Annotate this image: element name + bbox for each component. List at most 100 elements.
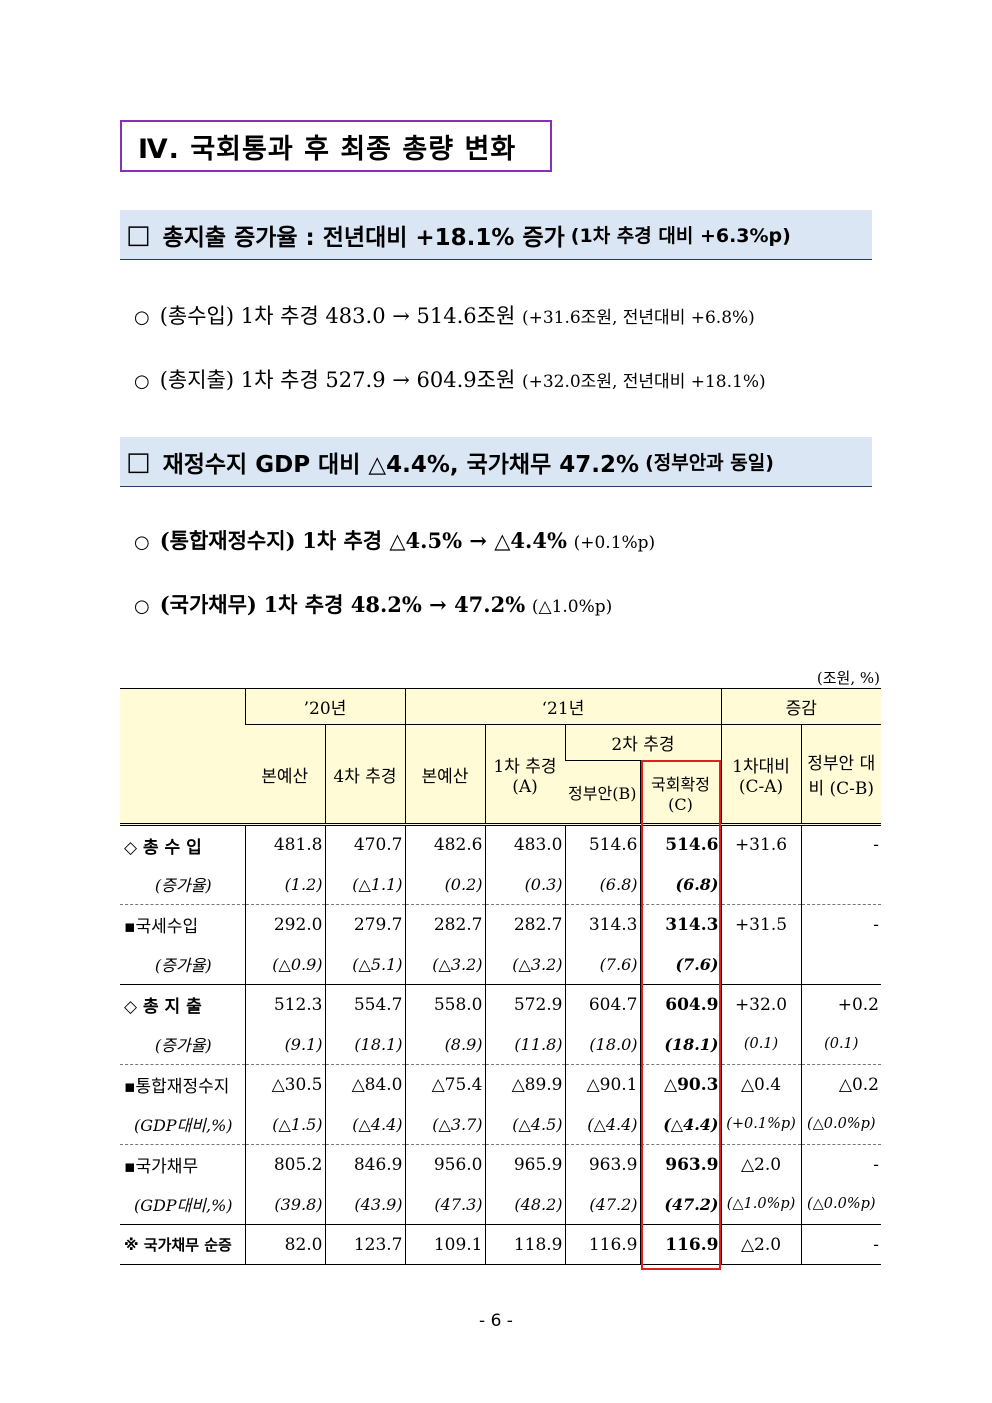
table-cell: 483.0 (484, 824, 565, 865)
bullet-mark: ○ (134, 371, 150, 392)
table-row: ◇ 총 수 입 481.8 470.7 482.6 483.0 514.6 514.6 +31… (120, 824, 881, 865)
table-cell: (△5.1) (324, 944, 405, 985)
bullet-debt: ○ (국가채무) 1차 추경 48.2% → 47.2% (△1.0%p) (134, 589, 612, 619)
table-cell: (+0.1%p) (720, 1104, 801, 1145)
table-cell: 965.9 (484, 1144, 565, 1185)
table-cell: (△4.4) (564, 1104, 640, 1145)
table-cell: 482.6 (404, 824, 485, 865)
table-cell: 116.9 (564, 1224, 640, 1265)
table-cell: - (800, 904, 881, 945)
bullet-mark: ○ (134, 532, 150, 553)
table-cell: (1.2) (244, 864, 325, 905)
table-cell: (△1.0%p) (720, 1184, 801, 1225)
table-cell: 279.7 (324, 904, 405, 945)
bullet-text: 1차 추경 483.0 → 514.6조원 (240, 304, 516, 328)
table-cell: △90.3 (639, 1064, 721, 1105)
table-cell: +32.0 (720, 984, 801, 1025)
page-number: - 6 - (479, 1311, 513, 1331)
table-cell: 558.0 (404, 984, 485, 1025)
row-label: ▪국세수입 (124, 917, 199, 938)
table-cell: (0.3) (484, 864, 565, 905)
table-cell: 481.8 (244, 824, 325, 865)
table-cell: 554.7 (324, 984, 405, 1025)
table-cell: (0.2) (404, 864, 485, 905)
table-cell: 123.7 (324, 1224, 405, 1265)
header-bon2: 본예산 (404, 724, 485, 826)
bullet-note: (△1.0%p) (531, 597, 613, 617)
table-cell: 963.9 (639, 1144, 721, 1185)
table-cell: (11.8) (484, 1024, 565, 1065)
table-cell: (9.1) (244, 1024, 325, 1065)
table-cell: △0.4 (720, 1064, 801, 1105)
row-label: (증가율) (120, 1024, 245, 1065)
table-row: (GDP대비,%) (39.8) (43.9) (47.3) (48.2) (47.2)(… (120, 1184, 881, 1225)
table-cell: △75.4 (404, 1064, 485, 1105)
table-cell: △30.5 (244, 1064, 325, 1105)
table-cell: 470.7 (324, 824, 405, 865)
bullet-text: 1차 추경 527.9 → 604.9조원 (240, 368, 516, 392)
table-row: (증가율) (9.1) (18.1) (8.9) (11.8) (18.0) (18.1)(… (120, 1024, 881, 1065)
bullet-label: (통합재정수지) (159, 528, 296, 553)
header-bon1: 본예산 (245, 724, 325, 826)
table-cell: △2.0 (720, 1224, 801, 1265)
table-row: (증가율) (1.2) (△1.1) (0.2) (0.3) (6.8) (6.8) (120, 864, 881, 905)
table-cell: (△0.0%p) (800, 1104, 881, 1145)
table-cell: 846.9 (324, 1144, 405, 1185)
table-cell: (6.8) (639, 864, 721, 905)
heading-note: (1차 추경 대비 +6.3%p) (570, 225, 791, 247)
table-cell (720, 864, 801, 905)
table-cell: 604.9 (639, 984, 721, 1025)
heading-main: 총지출 증가율 : 전년대비 +18.1% 증가 (162, 224, 565, 251)
table-cell: (△1.5) (244, 1104, 325, 1145)
heading-main: 재정수지 GDP 대비 △4.4%, 국가채무 47.2% (162, 451, 640, 478)
table-cell: (47.2) (639, 1184, 721, 1225)
bullet-balance: ○ (통합재정수지) 1차 추경 △4.5% → △4.4% (+0.1%p) (134, 525, 655, 555)
table-cell (800, 864, 881, 905)
table-cell: (△1.1) (324, 864, 405, 905)
header-y20: ’20년 (244, 688, 405, 725)
budget-table: ’20년 ‘21년 증감 본예산 4차 추경 본예산 1차 추경(A) 2차 추… (120, 688, 881, 1265)
table-cell: (43.9) (324, 1184, 405, 1225)
table-cell: 604.7 (564, 984, 640, 1025)
section-title: Ⅳ. 국회통과 후 최종 총량 변화 (120, 120, 552, 172)
table-cell: (△4.4) (324, 1104, 405, 1145)
table-cell: (0.1) (800, 1024, 881, 1065)
heading-note: (정부안과 동일) (645, 452, 774, 474)
table-cell: 118.9 (484, 1224, 565, 1265)
table-cell: 956.0 (404, 1144, 485, 1185)
table-row: (GDP대비,%) (△1.5) (△4.4) (△3.7) (△4.5) (△4.4)(… (120, 1104, 881, 1145)
table-cell: 514.6 (639, 824, 721, 865)
table-cell: (△3.2) (484, 944, 565, 985)
table-row: ▪통합재정수지 △30.5 △84.0 △75.4 △89.9 △90.1 △90.3 △0.… (120, 1064, 881, 1105)
table-cell: △89.9 (484, 1064, 565, 1105)
heading-balance-debt: □ 재정수지 GDP 대비 △4.4%, 국가채무 47.2% (정부안과 동일… (120, 437, 872, 487)
table-cell: (△0.9) (244, 944, 325, 985)
table-cell: +31.6 (720, 824, 801, 865)
row-label: (증가율) (120, 944, 245, 985)
table-cell: 514.6 (564, 824, 640, 865)
unit-label: (조원, %) (816, 669, 880, 687)
table-cell: (7.6) (639, 944, 721, 985)
table-cell: 82.0 (244, 1224, 325, 1265)
table-cell: (6.8) (564, 864, 640, 905)
table-cell: 292.0 (244, 904, 325, 945)
table-cell: (0.1) (720, 1024, 801, 1065)
row-label: ▪통합재정수지 (124, 1077, 230, 1098)
table-cell: 109.1 (404, 1224, 485, 1265)
table-cell: 512.3 (244, 984, 325, 1025)
bullet-mark: ○ (134, 596, 150, 617)
table-cell (720, 944, 801, 985)
row-label: (GDP대비,%) (120, 1104, 245, 1145)
table-cell: 314.3 (639, 904, 721, 945)
header-final: 국회확정(C) (639, 760, 721, 826)
header-vs1: 1차대비 (C-A) (720, 724, 801, 826)
table-cell: +31.5 (720, 904, 801, 945)
table-cell: +0.2 (800, 984, 881, 1025)
table-cell: (7.6) (564, 944, 640, 985)
bullet-label: (국가채무) (159, 592, 257, 617)
checkbox-icon: □ (126, 219, 151, 250)
table-cell: △90.1 (564, 1064, 640, 1105)
header-ch1: 1차 추경(A) (484, 724, 565, 826)
bullet-label: (총수입) (159, 304, 235, 328)
table-cell: △0.2 (800, 1064, 881, 1105)
